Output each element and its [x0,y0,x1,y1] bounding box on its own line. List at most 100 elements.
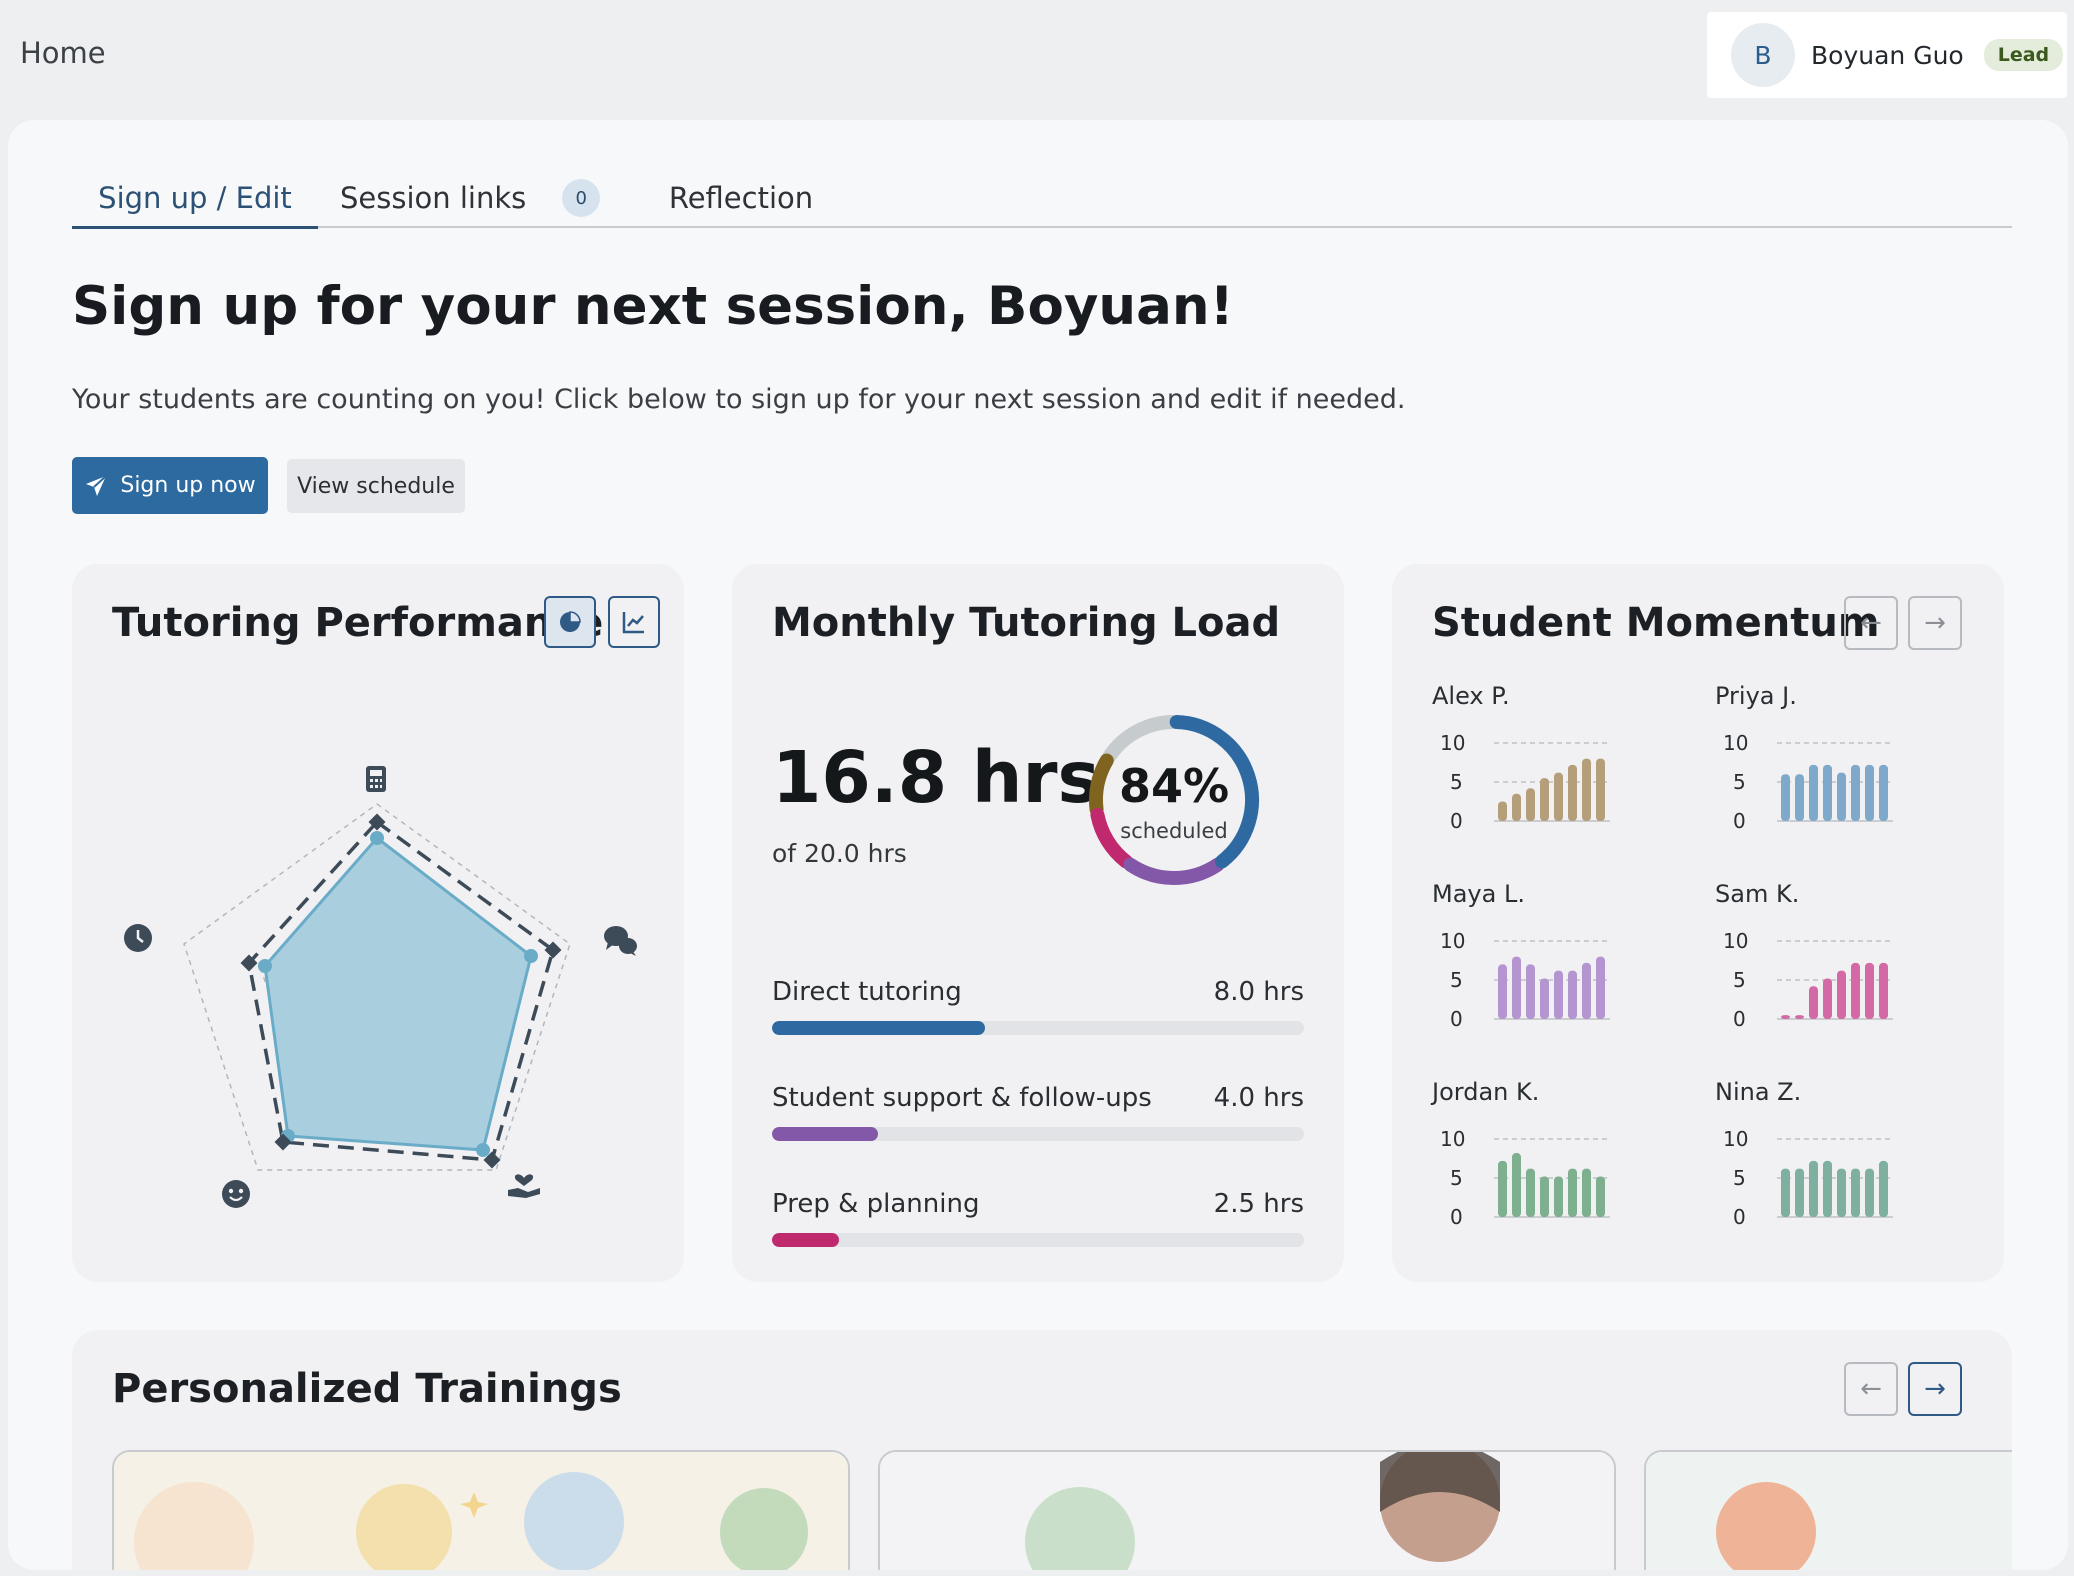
donut-segment [1169,715,1259,869]
donut-percent: 84% [1119,759,1229,813]
student-momentum-chart: 10 5 0 [1440,731,1610,833]
momentum-bar [1540,778,1549,821]
load-category-value: 8.0 hrs [1213,977,1304,1007]
radar-grid-outer [183,803,571,1171]
load-donut-chart: 84% scheduled [1089,715,1259,885]
student-momentum-chart: 10 5 0 [1440,929,1610,1031]
sign-up-now-button[interactable]: Sign up now [72,457,268,514]
training-illustration [114,1452,848,1570]
tick-label: 10 [1723,1127,1748,1151]
momentum-bar [1568,970,1577,1019]
tab-label: Sign up / Edit [98,181,292,215]
student-momentum-chart: 10 5 0 [1723,929,1893,1031]
tab-bar: Sign up / Edit Session links 0 Reflectio… [72,170,2012,229]
momentum-bar [1526,964,1535,1019]
momentum-bar [1498,801,1507,821]
tutoring-performance-card: Tutoring Performance [72,564,684,1282]
radar-target-marker [240,954,258,972]
momentum-bar [1781,1015,1790,1019]
momentum-prev-button[interactable]: ← [1844,596,1898,650]
momentum-bar [1851,962,1860,1019]
card-title: Student Momentum [1432,600,1880,646]
momentum-bar [1526,788,1535,821]
trainings-prev-button[interactable]: ← [1844,1362,1898,1416]
momentum-bar [1526,1168,1535,1217]
momentum-bar [1498,1160,1507,1217]
student-name: Alex P. [1432,682,1510,710]
tab-reflection[interactable]: Reflection [656,170,826,226]
momentum-next-button[interactable]: → [1908,596,1962,650]
momentum-bar [1837,970,1846,1019]
view-schedule-label: View schedule [297,473,455,499]
tick-label: 10 [1440,731,1465,755]
momentum-bar [1512,793,1521,821]
momentum-bar [1865,962,1874,1019]
momentum-bar [1512,956,1521,1019]
student-name: Jordan K. [1432,1078,1540,1106]
momentum-bar [1879,764,1888,821]
tick-label: 10 [1723,929,1748,953]
breadcrumb-home[interactable]: Home [20,36,106,70]
line-chart-view-button[interactable] [608,596,660,648]
student-name: Nina Z. [1715,1078,1802,1106]
student-momentum-chart: 10 5 0 [1440,1127,1610,1229]
session-links-count-badge: 0 [562,179,601,217]
arrow-left-icon: ← [1860,1374,1882,1404]
donut-percent-label: scheduled [1120,819,1227,843]
momentum-bar [1837,1168,1846,1217]
radar-performance-area [263,835,533,1152]
line-chart-icon [622,612,644,634]
tick-label: 10 [1723,731,1748,755]
radar-point [370,831,384,845]
tick-label: 5 [1450,770,1463,794]
training-card[interactable] [878,1450,1616,1570]
tab-session-links[interactable]: Session links 0 [340,170,670,226]
radar-point [476,1143,490,1157]
tick-label: 10 [1440,929,1465,953]
tab-sign-up-edit[interactable]: Sign up / Edit [72,170,318,229]
pie-chart-view-button[interactable] [544,596,596,648]
momentum-bar [1582,758,1591,821]
view-schedule-button[interactable]: View schedule [287,459,465,513]
training-illustration [880,1452,1614,1570]
tick-label: 5 [1450,968,1463,992]
main-panel: Sign up / Edit Session links 0 Reflectio… [8,120,2068,1570]
user-profile-card[interactable]: B Boyuan Guo Lead [1707,12,2067,98]
momentum-bar [1498,964,1507,1019]
momentum-bar [1809,764,1818,821]
momentum-bar [1823,1160,1832,1217]
chat-bubbles-icon [604,926,637,956]
load-progress-bar [772,1021,1304,1035]
tick-label: 0 [1450,1007,1463,1031]
momentum-bar [1596,758,1605,821]
load-progress-fill [772,1233,839,1247]
training-illustration [1646,1452,2012,1570]
training-card[interactable] [1644,1450,2012,1570]
tick-label: 5 [1733,770,1746,794]
momentum-bar [1568,1168,1577,1217]
arrow-right-icon: → [1924,608,1946,638]
donut-segment [1089,753,1114,817]
radar-target-marker [544,941,562,959]
tab-label: Session links [340,181,527,215]
momentum-bar [1554,1176,1563,1217]
momentum-bar [1554,970,1563,1019]
tick-label: 5 [1733,1166,1746,1190]
load-progress-bar [772,1127,1304,1141]
momentum-bar [1582,962,1591,1019]
momentum-bar [1596,1176,1605,1217]
tick-label: 0 [1450,809,1463,833]
momentum-bar [1865,1168,1874,1217]
tick-label: 5 [1450,1166,1463,1190]
momentum-bar [1823,764,1832,821]
momentum-bar [1879,962,1888,1019]
tick-label: 0 [1733,1205,1746,1229]
momentum-bar [1596,956,1605,1019]
avatar: B [1731,23,1795,87]
arrow-right-icon: → [1924,1374,1946,1404]
user-name: Boyuan Guo [1811,40,1964,70]
momentum-bar [1809,1160,1818,1217]
donut-segment [1123,857,1225,885]
trainings-next-button[interactable]: → [1908,1362,1962,1416]
training-card[interactable] [112,1450,850,1570]
